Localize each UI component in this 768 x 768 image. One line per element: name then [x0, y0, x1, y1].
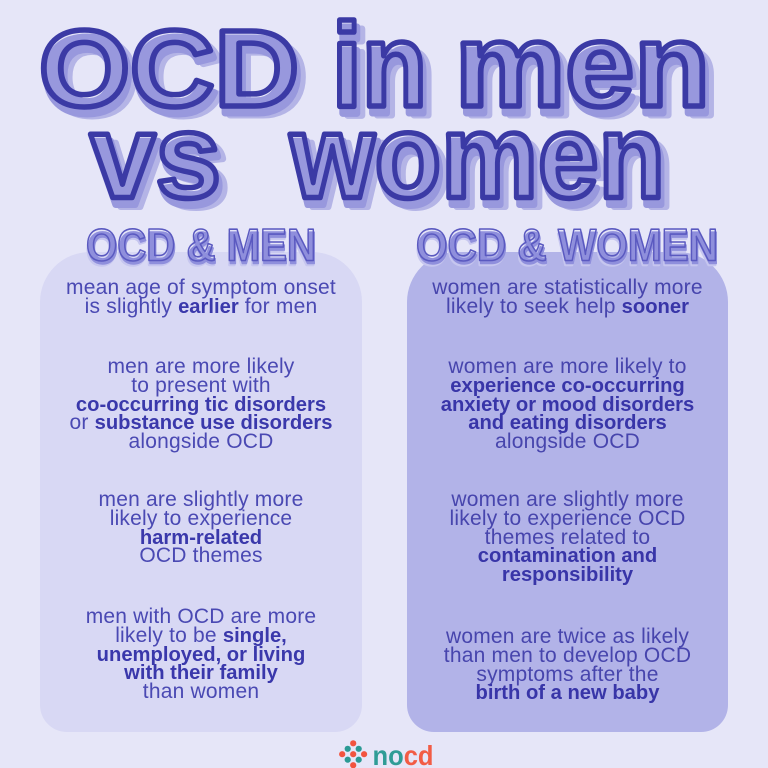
svg-text:OCD: OCD: [42, 15, 302, 137]
svg-text:OCD: OCD: [47, 17, 307, 139]
svg-text:vs: vs: [93, 97, 224, 231]
svg-text:in: in: [335, 6, 430, 139]
svg-text:men: men: [458, 6, 713, 139]
svg-text:nocd: nocd: [373, 740, 434, 768]
svg-text:men: men: [455, 0, 710, 132]
svg-text:OCD & MEN: OCD & MEN: [86, 224, 316, 275]
svg-text:vs: vs: [90, 90, 221, 224]
svg-text:women: women: [289, 90, 665, 224]
svg-text:OCD: OCD: [39, 8, 299, 130]
svg-text:OCD & WOMEN: OCD & WOMEN: [416, 220, 718, 271]
svg-text:OCD & WOMEN: OCD & WOMEN: [416, 224, 718, 275]
svg-text:women: women: [292, 97, 668, 231]
svg-text:vs: vs: [98, 99, 229, 233]
svg-text:OCD & MEN: OCD & MEN: [87, 223, 317, 274]
svg-text:OCD & WOMEN: OCD & WOMEN: [417, 223, 719, 274]
svg-text:in: in: [340, 8, 435, 141]
svg-text:women: women: [297, 99, 673, 233]
svg-text:men: men: [463, 8, 718, 141]
svg-text:in: in: [332, 0, 427, 132]
svg-text:OCD & MEN: OCD & MEN: [86, 220, 316, 271]
